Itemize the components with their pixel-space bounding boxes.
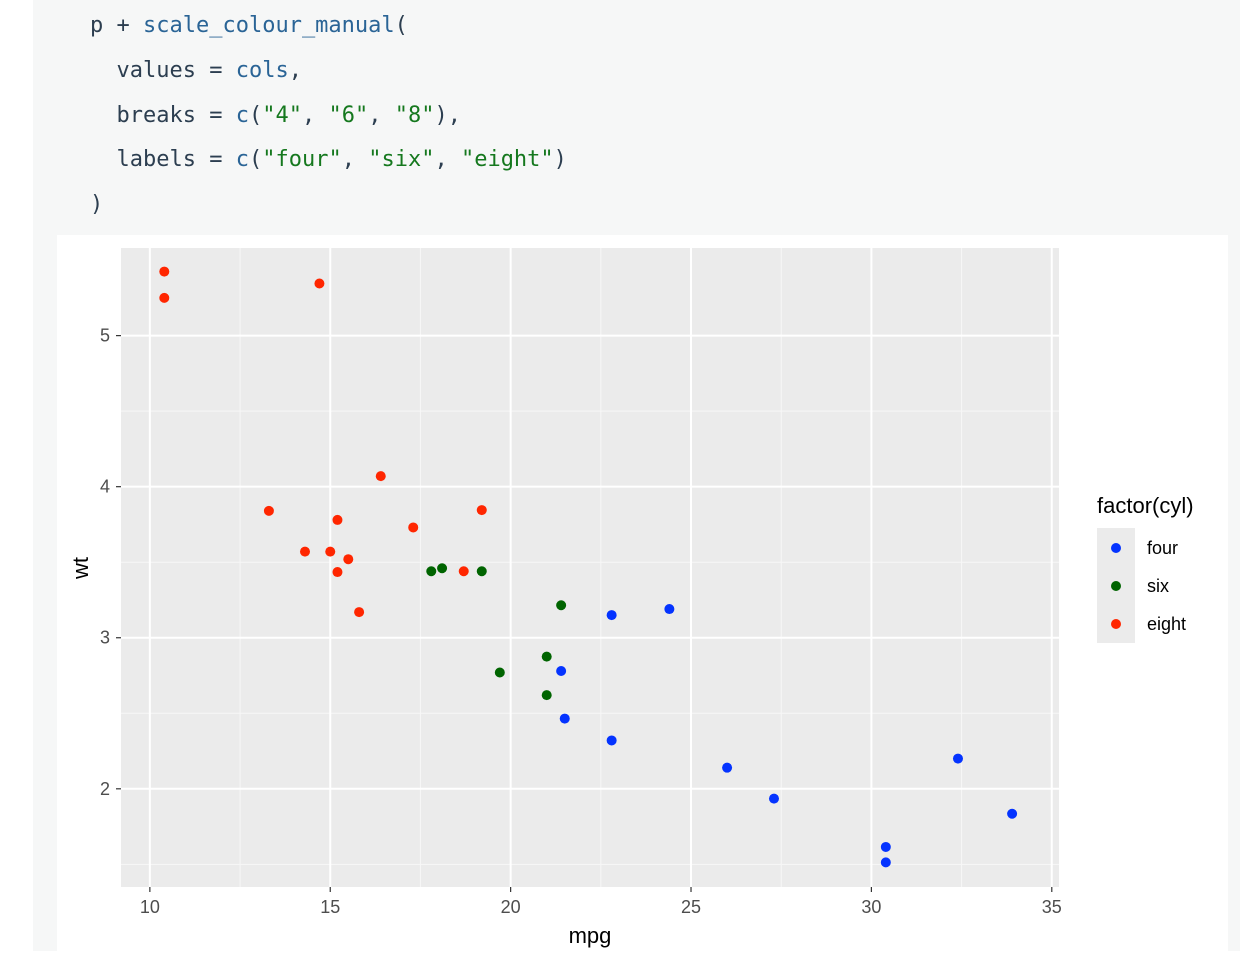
data-point-four	[1007, 808, 1018, 819]
y-tick-label: 2	[100, 779, 110, 799]
code-token: ,	[301, 102, 329, 128]
code-token: ,	[434, 147, 461, 173]
code-token: +	[103, 13, 143, 38]
code-string: "eight"	[460, 147, 554, 173]
data-point-four	[664, 604, 675, 615]
code-token: ,	[368, 102, 395, 128]
code-variable: cols	[235, 57, 289, 83]
code-block: p + scale_colour_manual( values = cols, …	[90, 4, 567, 228]
code-string: "6"	[328, 102, 369, 128]
code-function-name: scale_colour_manual	[143, 13, 395, 38]
code-function-name: c	[235, 102, 249, 128]
code-arg-name: values	[116, 57, 196, 83]
data-point-eight	[314, 278, 325, 289]
x-tick-label: 35	[1042, 897, 1062, 917]
data-point-six	[476, 566, 487, 577]
code-token: ,	[288, 57, 302, 83]
data-point-eight	[476, 505, 487, 516]
x-tick-label: 20	[501, 897, 521, 917]
legend-key-four	[1111, 543, 1121, 553]
data-point-eight	[408, 522, 419, 533]
code-token: (	[394, 13, 408, 38]
code-line-5: )	[90, 192, 103, 217]
code-token: (	[248, 102, 263, 128]
data-point-eight	[159, 266, 170, 277]
y-tick-label: 4	[100, 477, 110, 497]
data-point-six	[494, 667, 505, 678]
code-token: (	[248, 147, 263, 173]
scatter-plot: 10 15 20 25 30 35 2 3 4 5 mpg wt factor(cyl) fou…	[68, 248, 1194, 948]
code-function-name: c	[235, 147, 249, 173]
code-string: "8"	[394, 102, 435, 128]
code-token	[90, 58, 117, 83]
data-point-six	[541, 690, 552, 701]
data-points	[159, 266, 1018, 868]
legend: factor(cyl) four six eight	[1097, 493, 1194, 643]
data-point-four	[880, 857, 891, 868]
code-token: )	[553, 147, 567, 173]
data-point-eight	[343, 554, 354, 565]
code-arg-name: labels	[116, 147, 196, 173]
x-tick-label: 10	[140, 897, 160, 917]
y-axis-title: wt	[68, 557, 93, 580]
code-line-2: values = cols,	[90, 58, 302, 83]
data-point-eight	[299, 546, 310, 557]
plot-panel	[121, 248, 1059, 887]
code-token: =	[195, 147, 236, 173]
y-tick-label: 3	[100, 628, 110, 648]
code-token: =	[195, 57, 236, 83]
legend-keys: four six eight	[1097, 528, 1186, 643]
x-axis: 10 15 20 25 30 35	[140, 887, 1062, 917]
x-tick-label: 15	[320, 897, 340, 917]
plot-output: 10 15 20 25 30 35 2 3 4 5 mpg wt factor(cyl) fou…	[57, 235, 1228, 951]
code-line-4: labels = c("four", "six", "eight")	[90, 147, 567, 172]
data-point-six	[541, 651, 552, 662]
code-token: ,	[341, 147, 369, 173]
code-string: "four"	[262, 147, 342, 173]
data-point-eight	[159, 292, 170, 303]
data-point-four	[952, 753, 963, 764]
data-point-eight	[325, 546, 336, 557]
code-token: p	[90, 13, 104, 38]
code-string: "six"	[368, 147, 435, 173]
data-point-eight	[263, 505, 274, 516]
data-point-eight	[354, 607, 365, 618]
x-axis-title: mpg	[569, 923, 612, 948]
data-point-six	[556, 600, 567, 611]
y-tick-label: 5	[100, 326, 110, 346]
code-token: =	[195, 102, 236, 128]
code-token	[90, 147, 117, 172]
data-point-four	[559, 713, 570, 724]
x-tick-label: 25	[681, 897, 701, 917]
code-line-1: p + scale_colour_manual(	[90, 13, 408, 38]
data-point-four	[556, 665, 567, 676]
legend-label-eight: eight	[1147, 614, 1186, 634]
code-line-3: breaks = c("4", "6", "8"),	[90, 103, 461, 128]
data-point-eight	[375, 471, 386, 482]
y-axis: 2 3 4 5	[100, 326, 121, 799]
data-point-four	[606, 610, 617, 621]
data-point-eight	[332, 567, 343, 578]
minor-gridlines	[121, 248, 1059, 887]
code-string: "4"	[262, 102, 302, 128]
legend-key-six	[1111, 581, 1121, 591]
legend-label-six: six	[1147, 576, 1169, 596]
legend-title: factor(cyl)	[1097, 493, 1194, 518]
code-token: )	[90, 192, 104, 218]
data-point-four	[768, 793, 779, 804]
data-point-eight	[458, 566, 469, 577]
data-point-four	[606, 735, 617, 746]
data-point-four	[722, 762, 733, 773]
legend-key-eight	[1111, 619, 1121, 629]
major-gridlines	[121, 248, 1059, 887]
data-point-eight	[332, 514, 343, 525]
legend-label-four: four	[1147, 538, 1178, 558]
data-point-six	[437, 563, 448, 574]
x-tick-label: 30	[861, 897, 881, 917]
code-token: ),	[434, 102, 461, 128]
code-arg-name: breaks	[116, 102, 196, 128]
data-point-six	[426, 566, 437, 577]
code-token	[90, 103, 117, 128]
data-point-four	[880, 841, 891, 852]
